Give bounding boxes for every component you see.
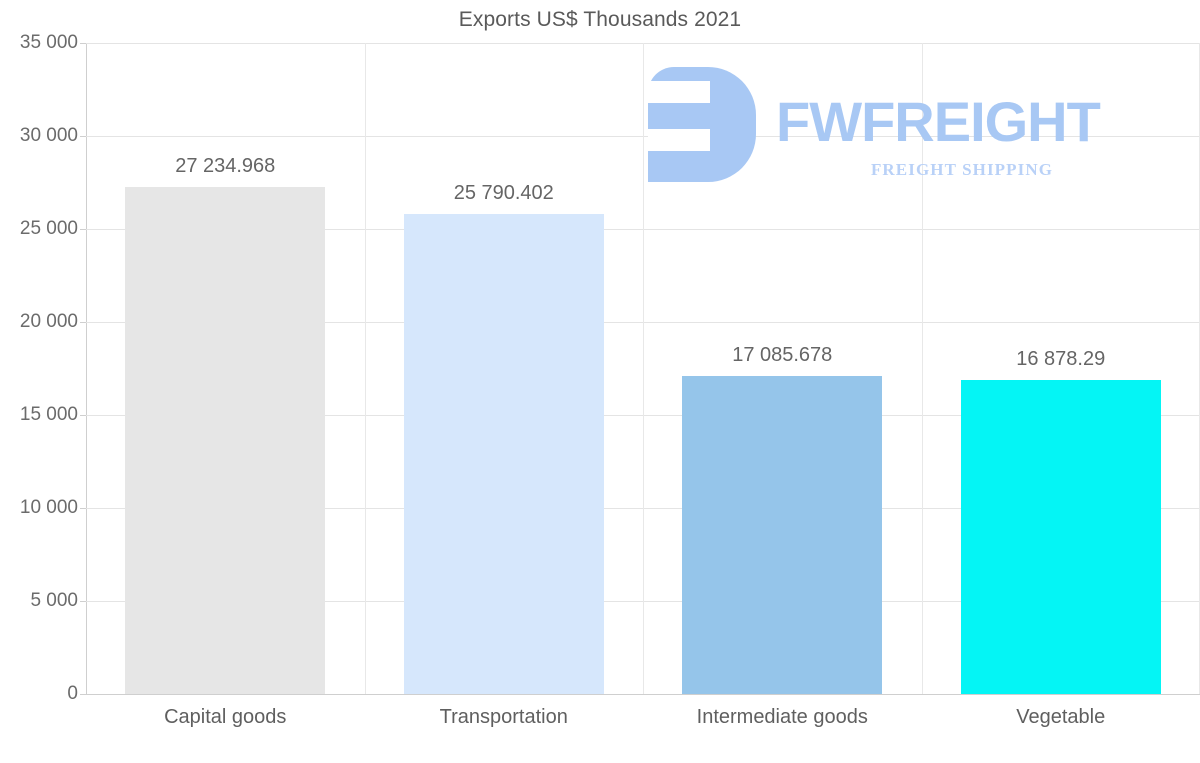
x-axis-tick-label: Transportation xyxy=(439,706,568,728)
bar-value-label: 17 085.678 xyxy=(732,344,833,367)
bar-vegetable[interactable] xyxy=(960,380,1161,694)
y-axis-tick-mark xyxy=(80,322,86,323)
y-axis-line xyxy=(86,43,87,695)
x-axis-line xyxy=(86,694,1200,695)
gridline-vertical xyxy=(364,43,366,694)
y-axis-tick-label: 30 000 xyxy=(19,125,78,146)
y-axis-tick-mark xyxy=(80,43,86,44)
y-axis-tick-label: 25 000 xyxy=(19,218,78,239)
y-axis-tick-mark xyxy=(80,415,86,416)
x-axis-tick-label: Vegetable xyxy=(1016,706,1106,728)
bar-value-label: 16 878.29 xyxy=(1016,348,1106,371)
y-axis-tick-mark xyxy=(80,694,86,695)
y-axis: 0 5 000 10 000 15 000 20 000 25 000 30 000 35 0… xyxy=(0,0,78,763)
bar-transportation[interactable] xyxy=(403,214,604,694)
y-axis-tick-label: 0 xyxy=(67,683,78,704)
y-axis-tick-label: 10 000 xyxy=(19,497,78,518)
gridline-vertical xyxy=(921,43,923,694)
y-axis-tick-label: 20 000 xyxy=(19,311,78,332)
y-axis-tick-mark xyxy=(80,136,86,137)
y-axis-tick-label: 35 000 xyxy=(19,32,78,53)
y-axis-tick-mark xyxy=(80,601,86,602)
y-axis-tick-mark xyxy=(80,508,86,509)
y-axis-tick-mark xyxy=(80,229,86,230)
bar-value-label: 27 234.968 xyxy=(175,155,276,178)
y-axis-tick-label: 15 000 xyxy=(19,404,78,425)
bar-value-label: 25 790.402 xyxy=(453,182,554,205)
bar-intermediate-goods[interactable] xyxy=(682,376,883,694)
x-axis-tick-label: Capital goods xyxy=(164,706,287,728)
plot-area: 27 234.968 25 790.402 17 085.678 16 878.29 xyxy=(86,43,1200,695)
gridline-vertical xyxy=(643,43,644,694)
x-axis-tick-label: Intermediate goods xyxy=(696,706,868,728)
chart-title: Exports US$ Thousands 2021 xyxy=(458,8,742,31)
bar-capital-goods[interactable] xyxy=(125,187,326,694)
y-axis-tick-label: 5 000 xyxy=(30,590,78,611)
